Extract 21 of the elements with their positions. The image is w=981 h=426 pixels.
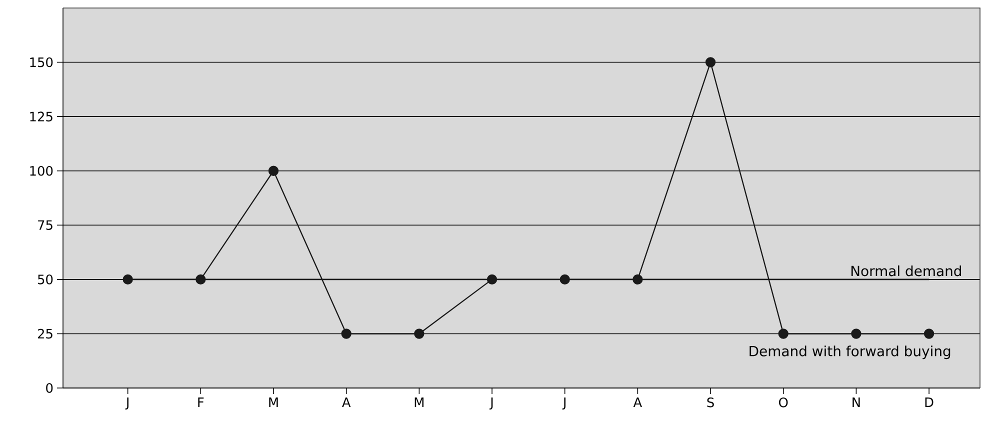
x-tick-label: M [269,398,278,407]
x-tick-label: F [198,398,204,407]
x-tick-label: O [778,398,788,408]
y-tick-label: 75 [38,220,52,230]
ref-line-label: Normal demand [851,265,962,276]
y-tick-label: 25 [38,328,52,339]
x-tick-label: A [342,398,351,407]
x-tick-label: J [125,398,128,410]
x-tick-label: J [489,398,493,410]
x-tick-label: A [633,398,642,407]
x-tick-label: M [414,398,424,407]
x-tick-label: D [925,398,934,407]
series-label: Demand with forward buying [750,346,950,360]
y-tick-label: 125 [30,112,52,122]
y-tick-label: 50 [38,274,53,284]
y-tick-label: 100 [30,166,53,176]
x-tick-label: S [707,398,714,408]
y-tick-label: 150 [30,57,53,68]
x-tick-label: J [562,398,566,410]
y-tick-label: 0 [46,383,53,393]
x-tick-label: N [852,398,860,407]
